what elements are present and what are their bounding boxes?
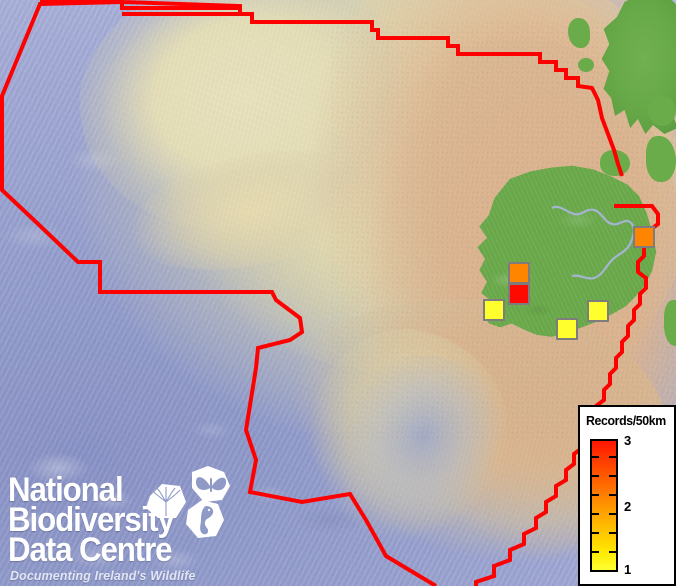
legend-tick [609, 456, 618, 458]
landmass-wales [664, 300, 676, 346]
logo-line-1: National [8, 471, 124, 509]
logo-line-3: Data Centre [8, 531, 173, 569]
legend-label-min: 1 [624, 562, 632, 577]
legend-panel: Records/50km 3 2 1 [578, 405, 676, 586]
legend-tick [590, 532, 599, 534]
nbdc-logo: National Biodiversity Data Centre Docume… [8, 466, 230, 583]
island-hebrides-1 [568, 18, 590, 48]
legend-tick [609, 532, 618, 534]
legend-tick [609, 513, 618, 515]
landmass-england-northwest [646, 136, 676, 182]
legend-tick [590, 513, 599, 515]
legend-tick [590, 475, 599, 477]
legend-label-mid: 2 [624, 499, 632, 514]
landmass-scotland-southwest [648, 96, 676, 126]
legend-label-max: 3 [624, 433, 632, 448]
legend-tick [590, 551, 599, 553]
seahorse-hexagon-icon [186, 500, 224, 538]
record-cell[interactable] [556, 318, 578, 340]
logo-hexagon-marks [146, 466, 230, 538]
record-cell[interactable] [633, 226, 655, 248]
record-cell[interactable] [587, 300, 609, 322]
legend-tick [590, 456, 599, 458]
legend-title: Records/50km [586, 413, 666, 428]
island-hebrides-2 [578, 58, 594, 72]
legend-tick [590, 494, 599, 496]
record-cell[interactable] [508, 283, 530, 305]
legend-color-gradient [590, 439, 618, 572]
record-cell[interactable] [483, 299, 505, 321]
tree-hexagon-icon [146, 484, 186, 518]
legend-tick [609, 494, 618, 496]
legend-tick [609, 551, 618, 553]
legend-tick [609, 475, 618, 477]
butterfly-hexagon-icon [192, 466, 230, 502]
record-cell[interactable] [508, 262, 530, 284]
logo-tagline: Documenting Ireland's Wildlife [10, 568, 196, 583]
